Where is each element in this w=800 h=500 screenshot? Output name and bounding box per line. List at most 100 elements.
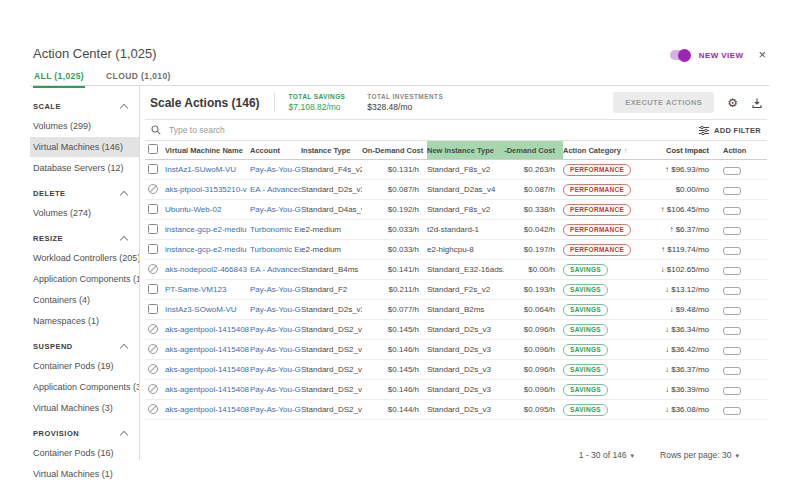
col-action[interactable]: Action bbox=[715, 146, 767, 155]
details-button[interactable] bbox=[723, 227, 741, 235]
col-new-on-demand-cost[interactable]: New On-Demand Cost bbox=[504, 141, 563, 159]
sidebar-item[interactable]: Containers (4) bbox=[30, 290, 139, 310]
account-link[interactable]: Pay-As-You-Go - Produ bbox=[250, 345, 301, 354]
pagination-range[interactable]: 1 - 30 of 146▾ bbox=[579, 450, 634, 460]
row-selector[interactable] bbox=[148, 224, 158, 234]
sidebar-item[interactable]: Container Pods (16) bbox=[30, 443, 139, 463]
account-link[interactable]: EA - Advanced Enginee bbox=[250, 185, 301, 194]
vm-name-link[interactable]: aks-nodepool2-466843 bbox=[165, 265, 247, 274]
account-link[interactable]: Pay-As-You-Go - Produ bbox=[250, 165, 301, 174]
row-selector[interactable] bbox=[148, 344, 158, 354]
sidebar-section-header[interactable]: SCALE bbox=[30, 92, 139, 115]
gear-icon[interactable]: ⚙ bbox=[727, 97, 738, 109]
on-demand-cost-value: $0.141/h bbox=[362, 265, 427, 274]
account-link[interactable]: Turbonomic Engineering bbox=[250, 245, 301, 254]
col-new-instance-type[interactable]: New Instance Type bbox=[427, 141, 504, 159]
table-row: aks-agentpool-1415408 Pay-As-You-Go - Pr… bbox=[145, 320, 767, 340]
vm-name-link[interactable]: aks-agentpool-1415408 bbox=[165, 385, 249, 394]
row-selector[interactable] bbox=[148, 284, 158, 294]
row-selector[interactable] bbox=[148, 324, 158, 334]
details-button[interactable] bbox=[723, 207, 741, 215]
row-selector[interactable] bbox=[148, 204, 158, 214]
vm-name-link[interactable]: aks-agentpool-1415408 bbox=[165, 325, 249, 334]
details-button[interactable] bbox=[723, 267, 741, 275]
sidebar-item[interactable]: Virtual Machines (1) bbox=[30, 464, 139, 484]
sidebar-item[interactable]: Container Pods (19) bbox=[30, 356, 139, 376]
execute-actions-button[interactable]: EXECUTE ACTIONS bbox=[613, 92, 714, 113]
row-selector[interactable] bbox=[148, 264, 158, 274]
row-selector[interactable] bbox=[148, 364, 158, 374]
vm-name-link[interactable]: aks-agentpool-1415408 bbox=[165, 345, 249, 354]
details-button[interactable] bbox=[723, 287, 741, 295]
row-selector[interactable] bbox=[148, 184, 158, 194]
download-icon[interactable] bbox=[751, 97, 763, 109]
vm-name-link[interactable]: InstAz1-SUwoM-VU bbox=[165, 165, 236, 174]
details-button[interactable] bbox=[723, 387, 741, 395]
sidebar-item-label: Application Components (15) bbox=[33, 274, 139, 284]
new-view-label[interactable]: NEW VIEW bbox=[699, 51, 744, 60]
new-on-demand-cost-value: $0.087/h bbox=[504, 185, 563, 194]
row-selector[interactable] bbox=[148, 404, 158, 414]
details-button[interactable] bbox=[723, 347, 741, 355]
close-icon[interactable]: × bbox=[758, 50, 766, 60]
account-link[interactable]: Pay-As-You-Go - Produ bbox=[250, 285, 301, 294]
vm-name-link[interactable]: Ubuntu-Web-02 bbox=[165, 205, 221, 214]
account-link[interactable]: EA - Advanced Enginee bbox=[250, 265, 301, 274]
col-virtual-machine-name[interactable]: Virtual Machine Name bbox=[165, 146, 250, 155]
on-demand-cost-value: $0.077/h bbox=[362, 305, 427, 314]
sidebar-item[interactable]: Virtual Machines (3) bbox=[30, 398, 139, 418]
sidebar-item[interactable]: Namespaces (1) bbox=[30, 311, 139, 331]
vm-name-link[interactable]: aks-agentpool-1415408 bbox=[165, 405, 249, 414]
col-instance-type[interactable]: Instance Type bbox=[301, 146, 362, 155]
account-link[interactable]: Pay-As-You-Go - Produ bbox=[250, 205, 301, 214]
account-link[interactable]: Pay-As-You-Go - Produ bbox=[250, 305, 301, 314]
vm-name-link[interactable]: instance-gcp-e2-mediu bbox=[165, 225, 246, 234]
sidebar-section: SUSPEND Container Pods (19) Application … bbox=[30, 332, 139, 418]
sidebar-item[interactable]: Volumes (274) bbox=[30, 203, 139, 223]
sidebar-section-header[interactable]: PROVISION bbox=[30, 419, 139, 442]
on-demand-cost-value: $0.211/h bbox=[362, 285, 427, 294]
new-view-toggle[interactable] bbox=[670, 50, 690, 60]
col-on-demand-cost[interactable]: On-Demand Cost bbox=[362, 146, 427, 155]
sidebar-item[interactable]: Volumes (299) bbox=[30, 116, 139, 136]
table-row: instance-gcp-e2-mediu Turbonomic Enginee… bbox=[145, 220, 767, 240]
account-link[interactable]: Pay-As-You-Go - Produ bbox=[250, 385, 301, 394]
vm-name-link[interactable]: aks-agentpool-1415408 bbox=[165, 365, 249, 374]
vm-name-link[interactable]: InstAz3-SOwoM-VU bbox=[165, 305, 237, 314]
search-input[interactable] bbox=[167, 124, 699, 136]
sidebar-item[interactable]: Virtual Machines (146) bbox=[30, 137, 139, 157]
col-action-category[interactable]: Action Category↑ bbox=[563, 146, 641, 155]
row-selector[interactable] bbox=[148, 164, 158, 174]
row-selector[interactable] bbox=[148, 304, 158, 314]
details-button[interactable] bbox=[723, 247, 741, 255]
new-instance-type-value: Standard_D2s_v3 bbox=[427, 325, 504, 334]
col-cost-impact[interactable]: Cost Impact bbox=[641, 146, 715, 155]
sidebar-section-header[interactable]: RESIZE bbox=[30, 224, 139, 247]
vm-name-link[interactable]: aks-ptpool-31535210-v bbox=[165, 185, 247, 194]
sidebar-section-header[interactable]: SUSPEND bbox=[30, 332, 139, 355]
details-button[interactable] bbox=[723, 307, 741, 315]
vm-name-link[interactable]: instance-gcp-e2-mediu bbox=[165, 245, 246, 254]
sidebar-item[interactable]: Application Components (15) bbox=[30, 269, 139, 289]
details-button[interactable] bbox=[723, 327, 741, 335]
details-button[interactable] bbox=[723, 367, 741, 375]
details-button[interactable] bbox=[723, 187, 741, 195]
row-selector[interactable] bbox=[148, 384, 158, 394]
account-link[interactable]: Pay-As-You-Go - Produ bbox=[250, 365, 301, 374]
row-selector[interactable] bbox=[148, 244, 158, 254]
select-all-checkbox[interactable] bbox=[148, 144, 158, 154]
rows-per-page[interactable]: Rows per page: 30▾ bbox=[660, 450, 739, 460]
col-account[interactable]: Account bbox=[250, 146, 301, 155]
add-filter-button[interactable]: ADD FILTER bbox=[699, 126, 761, 135]
sidebar-section-header[interactable]: DELETE bbox=[30, 179, 139, 202]
account-link[interactable]: Pay-As-You-Go - Produ bbox=[250, 325, 301, 334]
sidebar-item[interactable]: Application Components (3) bbox=[30, 377, 139, 397]
sidebar-section-title: RESIZE bbox=[33, 234, 63, 243]
sidebar-item[interactable]: Database Servers (12) bbox=[30, 158, 139, 178]
details-button[interactable] bbox=[723, 407, 741, 415]
account-link[interactable]: Pay-As-You-Go - Produ bbox=[250, 405, 301, 414]
vm-name-link[interactable]: PT-Same-VM123 bbox=[165, 285, 226, 294]
account-link[interactable]: Turbonomic Engineering bbox=[250, 225, 301, 234]
sidebar-item[interactable]: Workload Controllers (205) bbox=[30, 248, 139, 268]
details-button[interactable] bbox=[723, 167, 741, 175]
